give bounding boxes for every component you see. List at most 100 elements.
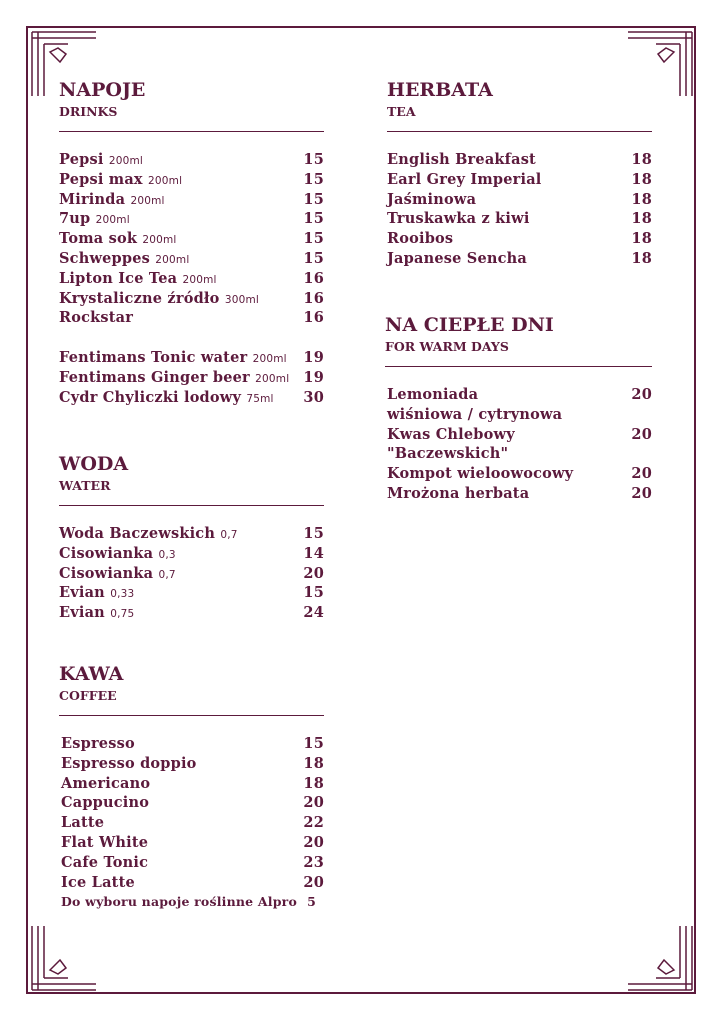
item-size: 200ml: [95, 214, 130, 227]
menu-item: Fentimans Tonic water 200ml 19: [59, 348, 324, 368]
item-price: 20: [303, 873, 324, 891]
item-size: 200ml: [142, 234, 177, 247]
item-name: Cydr Chyliczki lodowy 75ml: [59, 388, 274, 408]
section-title: WODA: [59, 453, 129, 475]
item-name: wiśniowa / cytrynowa: [387, 405, 562, 425]
item-label: Rooibos: [387, 230, 454, 248]
item-label: Cisowianka: [59, 544, 154, 562]
item-label: "Baczewskich": [387, 445, 509, 463]
menu-item: Kompot wieloowocowy 20: [385, 464, 652, 484]
item-label: Woda Baczewskich: [59, 525, 216, 542]
item-label: Flat White: [61, 833, 149, 851]
item-price: 15: [303, 249, 324, 267]
item-name: Cappucino: [61, 793, 149, 813]
item-label: Kompot wieloowocowy: [387, 465, 574, 483]
menu-item: Americano 18: [59, 774, 324, 794]
item-size: 0,7: [220, 529, 238, 541]
section-divider: [59, 505, 324, 506]
item-label: Jaśminowa: [387, 190, 477, 208]
section-title: HERBATA: [387, 79, 493, 101]
item-price: 20: [303, 564, 324, 582]
item-name: Mrożona herbata: [387, 484, 529, 504]
item-name: Rockstar: [59, 308, 133, 328]
section-water: WODA WATER Woda Baczewskich 0,7 15 Cisowiank…: [59, 452, 324, 623]
item-name: Americano: [61, 774, 150, 794]
section-subtitle: TEA: [387, 104, 416, 119]
item-price: 18: [631, 230, 652, 248]
corner-ornament-icon: [628, 31, 693, 96]
item-price: 20: [631, 425, 652, 443]
section-subtitle: FOR WARM DAYS: [385, 339, 509, 354]
menu-item: Japanese Sencha 18: [387, 249, 652, 269]
menu-item: Cafe Tonic 23: [59, 853, 324, 873]
item-size: 200ml: [130, 194, 165, 207]
menu-item: Ice Latte 20: [59, 873, 324, 893]
section-coffee: KAWA COFFEE Espresso 15 Espresso doppio 18 Ame…: [59, 662, 324, 912]
menu-item: Krystaliczne źródło 300ml 16: [59, 289, 324, 309]
item-name: Truskawka z kiwi: [387, 209, 530, 229]
menu-item: Schweppes 200ml 15: [59, 249, 324, 269]
item-price: 18: [631, 210, 652, 228]
item-price: 20: [303, 833, 324, 851]
menu-item: Pepsi max 200ml 15: [59, 170, 324, 190]
item-size: 75ml: [246, 392, 274, 405]
menu-item: Fentimans Ginger beer 200ml 19: [59, 368, 324, 388]
item-price: 15: [303, 151, 324, 168]
section-divider: [387, 131, 652, 132]
item-name: Woda Baczewskich 0,7: [59, 524, 238, 544]
menu-item: Lemoniada 20: [385, 385, 652, 405]
item-price: 18: [631, 170, 652, 188]
item-size: 200ml: [255, 372, 290, 385]
item-name: Schweppes 200ml: [59, 249, 189, 269]
item-size: 0,75: [110, 608, 135, 621]
item-price: 20: [631, 386, 652, 403]
menu-item: Rockstar 16: [59, 308, 324, 328]
item-size: 200ml: [182, 273, 217, 286]
item-price: 18: [631, 151, 652, 168]
item-price: 20: [631, 484, 652, 502]
item-price: 22: [303, 814, 324, 832]
item-name: Do wyboru napoje roślinne Alpro: [61, 892, 297, 912]
item-price: 19: [303, 348, 324, 366]
menu-item: Evian 0,75 24: [59, 603, 324, 623]
item-price: 16: [303, 289, 324, 307]
item-price: 15: [303, 584, 324, 602]
section-drinks: NAPOJE DRINKS Pepsi 200ml 15 Pepsi max 200ml…: [59, 78, 324, 407]
item-name: 7up 200ml: [59, 209, 130, 229]
item-size: 300ml: [224, 293, 259, 306]
menu-item: Espresso doppio 18: [59, 754, 324, 774]
menu-item: Pepsi 200ml 15: [59, 150, 324, 170]
item-price: 18: [631, 249, 652, 267]
item-name: Rooibos: [387, 229, 453, 249]
item-price: 5: [307, 894, 316, 910]
item-name: Ice Latte: [61, 873, 135, 893]
menu-item: Mirinda 200ml 15: [59, 190, 324, 210]
item-name: Flat White: [61, 833, 148, 853]
item-label: Espresso: [61, 735, 135, 752]
item-label: Cydr Chyliczki lodowy: [59, 388, 242, 406]
item-name: Lemoniada: [387, 385, 478, 405]
item-label: Pepsi max: [59, 170, 143, 188]
item-price: 20: [631, 465, 652, 483]
item-label: Earl Grey Imperial: [387, 170, 542, 188]
menu-item: Toma sok 200ml 15: [59, 229, 324, 249]
corner-ornament-icon: [31, 926, 96, 991]
section-divider: [59, 131, 324, 132]
item-label: Truskawka z kiwi: [387, 210, 530, 228]
corner-ornament-icon: [31, 31, 96, 96]
menu-item: Rooibos 18: [387, 229, 652, 249]
item-price: 15: [303, 735, 324, 752]
item-price: 16: [303, 309, 324, 327]
item-name: Earl Grey Imperial: [387, 170, 542, 190]
menu-item: Cappucino 20: [59, 793, 324, 813]
section-title: NAPOJE: [59, 79, 146, 101]
item-price: 18: [303, 774, 324, 792]
item-size: 0,7: [158, 568, 176, 581]
menu-item: Do wyboru napoje roślinne Alpro 5: [59, 892, 324, 912]
section-subtitle: COFFEE: [59, 688, 117, 703]
item-label: Fentimans Ginger beer: [59, 368, 250, 386]
spacer: [59, 328, 324, 348]
item-size: 200ml: [148, 174, 183, 187]
item-price: 20: [303, 794, 324, 812]
